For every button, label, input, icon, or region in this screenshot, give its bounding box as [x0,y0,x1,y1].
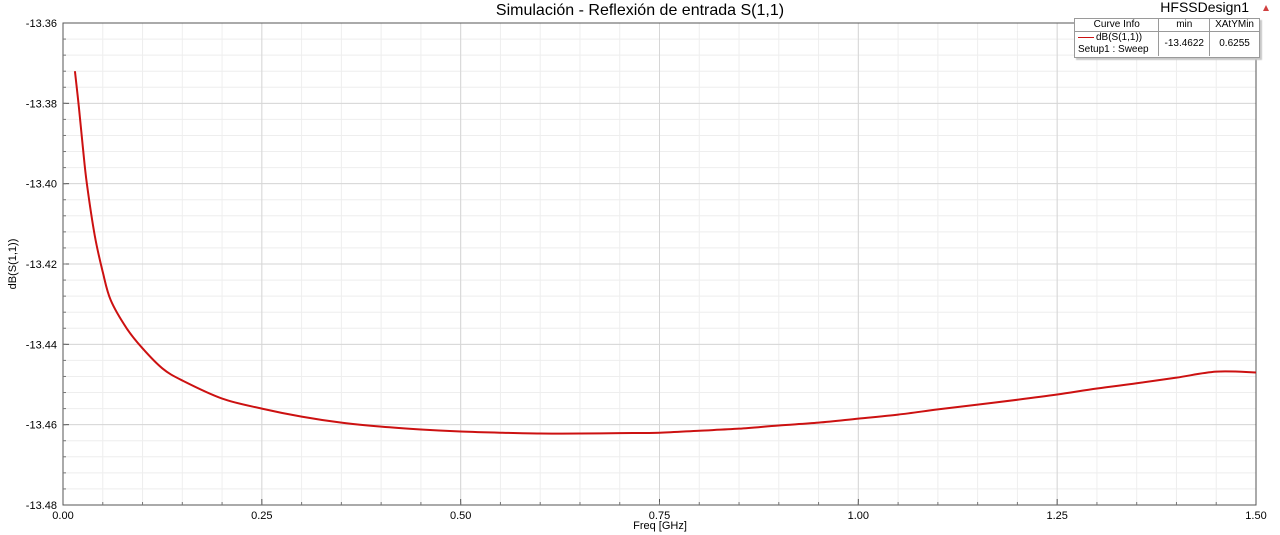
legend-header-curve-info: Curve Info [1075,19,1159,32]
y-axis-label: dB(S(1,1)) [7,239,19,290]
x-tick-label: 0.50 [450,510,471,522]
x-axis-label: Freq [GHz] [633,520,687,532]
curve-info-legend[interactable]: Curve Info min XAtYMin dB(S(1,1)) Setup1… [1074,18,1260,58]
y-tick-label: -13.40 [26,179,57,191]
y-tick-label: -13.46 [26,420,57,432]
legend-xatymin-value: 0.6255 [1209,31,1259,56]
axis-ticks: 0.00 0.25 0.50 0.75 1.00 1.25 1.50 -13.36 -13.38… [26,18,1267,522]
legend-header-min: min [1158,19,1210,32]
series-line-dB-S11[interactable] [73,71,1257,435]
x-tick-label: 1.00 [848,510,869,522]
y-tick-label: -13.38 [26,98,57,110]
y-tick-label: -13.42 [26,259,57,271]
x-tick-label: 1.50 [1245,510,1266,522]
legend-line-swatch [1078,36,1094,38]
y-tick-label: -13.44 [26,339,57,351]
legend-series-name: dB(S(1,1)) [1096,32,1143,43]
legend-curve-name[interactable]: dB(S(1,1)) Setup1 : Sweep [1075,32,1159,57]
y-tick-label: -13.36 [26,18,57,30]
x-tick-label: 0.75 [649,510,670,522]
design-name[interactable]: HFSSDesign1 [1160,0,1249,15]
legend-min-value: -13.4622 [1158,31,1210,56]
series-layer [73,71,1257,435]
legend-series-setup: Setup1 : Sweep [1078,44,1149,55]
triangle-up-icon[interactable] [1263,5,1269,11]
legend-header-xatymin: XAtYMin [1209,19,1259,32]
chart-title: Simulación - Reflexión de entrada S(1,1) [496,2,784,19]
x-tick-label: 0.25 [251,510,272,522]
x-tick-label: 0.00 [52,510,73,522]
y-tick-label: -13.48 [26,500,57,512]
x-tick-label: 1.25 [1046,510,1067,522]
